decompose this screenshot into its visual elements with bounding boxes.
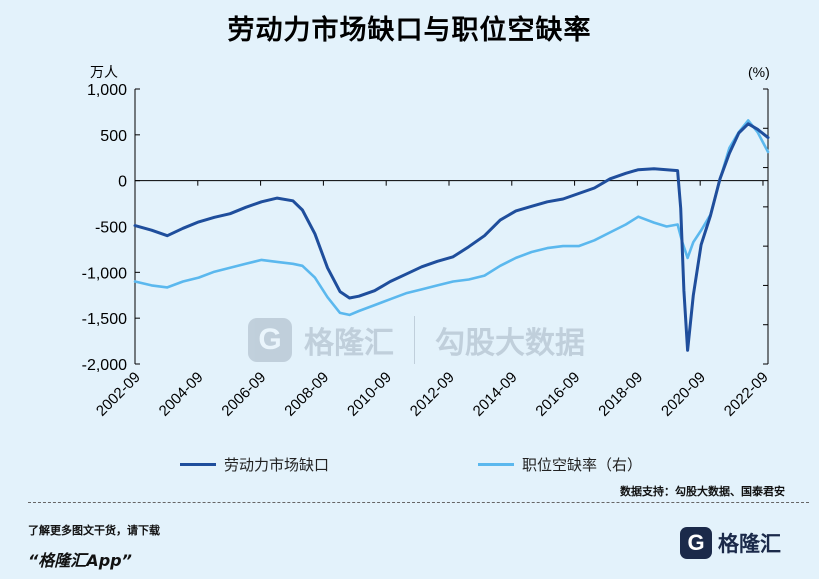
legend-label-gap: 劳动力市场缺口	[224, 456, 330, 474]
source-note: 数据支持：勾股大数据、国泰君安	[620, 485, 785, 498]
left-tick-label: -500	[95, 220, 127, 237]
x-tick-label: 2002-09	[93, 369, 144, 420]
series-line-vacancy-rate	[133, 119, 770, 317]
watermark-logo-icon: G	[248, 318, 292, 362]
watermark-brand: 格隆汇	[304, 326, 394, 361]
right-axis-label: (%)	[748, 64, 770, 80]
legend-label-vacancy: 职位空缺率（右）	[522, 456, 643, 474]
legend-item-vacancy: 职位空缺率（右）	[478, 454, 642, 475]
x-tick-label: 2006-09	[218, 369, 269, 420]
left-tick-label: -1,000	[82, 265, 127, 282]
x-tick-label: 2012-09	[407, 369, 458, 420]
footer-brand: G 格隆汇	[680, 527, 781, 559]
x-tick-label: 2008-09	[281, 369, 332, 420]
x-tick-label: 2022-09	[721, 369, 772, 420]
watermark-partner: 勾股大数据	[435, 326, 585, 361]
brand-logo-icon: G	[680, 527, 712, 559]
footer-divider	[28, 502, 809, 503]
x-tick-label: 2020-09	[658, 369, 709, 420]
x-tick-label: 2016-09	[532, 369, 583, 420]
brand-name: 格隆汇	[718, 532, 781, 556]
footer-note: 了解更多图文干货，请下载	[28, 524, 160, 537]
series-line-labor-gap	[133, 122, 770, 352]
chart-title: 劳动力市场缺口与职位空缺率	[227, 15, 592, 46]
legend-item-gap: 劳动力市场缺口	[180, 454, 329, 475]
left-tick-label: 1,000	[87, 82, 127, 99]
watermark-separator	[414, 316, 415, 364]
x-tick-label: 2014-09	[470, 369, 521, 420]
left-tick-label: 500	[100, 128, 127, 145]
left-tick-label: 0	[118, 174, 127, 191]
left-tick-label: -1,500	[82, 311, 127, 328]
footer-app-name: “格隆汇App”	[28, 551, 132, 570]
watermark: G 格隆汇 勾股大数据	[248, 316, 585, 364]
x-tick-label: 2010-09	[344, 369, 395, 420]
chart-axes: -2,000 -1,500 -1,000 -500 0 500 1,000 万人 (%) 2002…	[82, 64, 772, 420]
x-tick-label: 2018-09	[595, 369, 646, 420]
x-tick-label: 2004-09	[156, 369, 207, 420]
left-axis-label: 万人	[90, 64, 118, 80]
left-tick-label: -2,000	[82, 357, 127, 374]
legend-swatch-gap	[180, 463, 216, 466]
chart-plot: -2,000 -1,500 -1,000 -500 0 500 1,000 万人 (%) 2002…	[82, 64, 772, 420]
legend-swatch-vacancy	[478, 463, 514, 466]
chart-legend: 劳动力市场缺口 职位空缺率（右）	[0, 454, 819, 478]
chart-series	[133, 119, 770, 352]
